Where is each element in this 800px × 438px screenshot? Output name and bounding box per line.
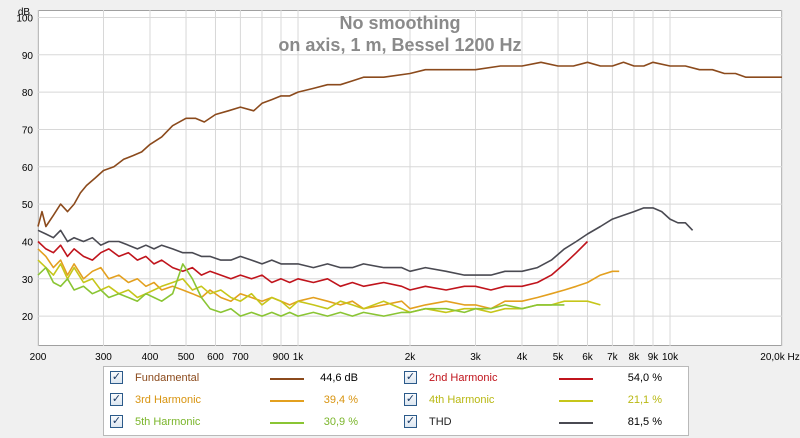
chart-title-line-1: No smoothing [340, 13, 461, 33]
x-tick-label: 2k [405, 352, 417, 363]
y-axis-label: dB [18, 7, 31, 18]
grid-layer [37, 10, 783, 346]
legend-value: 30,9 % [323, 416, 358, 428]
legend-value: 21,1 % [627, 394, 662, 406]
legend-value: 81,5 % [627, 416, 662, 428]
x-tick-label: 4k [517, 352, 529, 363]
checkbox-5th-harmonic[interactable]: ✓ [110, 415, 123, 428]
checkbox-thd[interactable]: ✓ [404, 415, 417, 428]
series-line-5th-harmonic [37, 263, 565, 317]
y-tick-label: 50 [22, 200, 34, 211]
legend-row: ✓ 5th Harmonic 30,9 % ✓ THD 81,5 % [104, 412, 688, 434]
x-tick-label: 10k [662, 352, 679, 363]
legend-swatch [270, 378, 304, 380]
y-tick-label: 30 [22, 275, 34, 286]
x-tick-label: 700 [232, 352, 249, 363]
x-tick-label: 20,0k Hz [760, 352, 799, 363]
x-tick-label: 400 [142, 352, 159, 363]
series-line-4th-harmonic [37, 259, 601, 314]
legend-value: 39,4 % [323, 394, 358, 406]
legend-swatch [270, 400, 304, 402]
x-tick-label: 8k [629, 352, 641, 363]
series-line-thd [37, 207, 694, 276]
series-line-2nd-harmonic [37, 240, 589, 291]
y-tick-label: 90 [22, 51, 34, 62]
x-tick-label: 6k [582, 352, 594, 363]
legend-label: 2nd Harmonic [429, 372, 498, 384]
series-line-fundamental [37, 61, 782, 228]
legend-value: 54,0 % [627, 372, 662, 384]
x-tick-label: 600 [207, 352, 224, 363]
checkbox-3rd-harmonic[interactable]: ✓ [110, 393, 123, 406]
y-tick-label: 20 [22, 312, 34, 323]
x-tick-label: 7k [607, 352, 619, 363]
chart-title-line-2: on axis, 1 m, Bessel 1200 Hz [278, 35, 521, 55]
checkbox-fundamental[interactable]: ✓ [110, 371, 123, 384]
checkbox-4th-harmonic[interactable]: ✓ [404, 393, 417, 406]
legend-swatch [559, 422, 593, 424]
legend-item-thd[interactable]: ✓ THD 81,5 % [404, 412, 684, 434]
y-tick-label: 100 [16, 13, 33, 24]
x-tick-label: 1k [293, 352, 305, 363]
legend-row: ✓ Fundamental 44,6 dB ✓ 2nd Harmonic 54,… [104, 368, 688, 390]
legend-item-5th-harmonic[interactable]: ✓ 5th Harmonic 30,9 % [110, 412, 400, 434]
legend-row: ✓ 3rd Harmonic 39,4 % ✓ 4th Harmonic 21,… [104, 390, 688, 412]
legend: ✓ Fundamental 44,6 dB ✓ 2nd Harmonic 54,… [103, 366, 689, 436]
y-tick-label: 40 [22, 237, 34, 248]
legend-swatch [270, 422, 304, 424]
legend-label: THD [429, 416, 452, 428]
x-tick-label: 5k [553, 352, 565, 363]
legend-label: 5th Harmonic [135, 416, 201, 428]
legend-item-4th-harmonic[interactable]: ✓ 4th Harmonic 21,1 % [404, 390, 684, 412]
legend-label: Fundamental [135, 372, 200, 384]
x-tick-label: 300 [95, 352, 112, 363]
x-tick-label: 200 [30, 352, 47, 363]
tick-layer: 20 30 40 50 60 70 80 90 100 200 300 400 500 600 700 900… [16, 13, 799, 363]
legend-item-3rd-harmonic[interactable]: ✓ 3rd Harmonic 39,4 % [110, 390, 400, 412]
x-tick-label: 9k [648, 352, 660, 363]
x-tick-label: 900 [273, 352, 290, 363]
legend-label: 3rd Harmonic [135, 394, 202, 406]
series-layer [37, 61, 782, 317]
legend-value: 44,6 dB [320, 372, 358, 384]
legend-swatch [559, 400, 593, 402]
legend-swatch [559, 378, 593, 380]
x-tick-label: 500 [178, 352, 195, 363]
checkbox-2nd-harmonic[interactable]: ✓ [404, 371, 417, 384]
x-tick-label: 3k [470, 352, 482, 363]
legend-label: 4th Harmonic [429, 394, 495, 406]
y-tick-label: 60 [22, 163, 34, 174]
y-tick-label: 80 [22, 88, 34, 99]
legend-item-2nd-harmonic[interactable]: ✓ 2nd Harmonic 54,0 % [404, 368, 684, 390]
y-tick-label: 70 [22, 125, 34, 136]
legend-item-fundamental[interactable]: ✓ Fundamental 44,6 dB [110, 368, 400, 390]
